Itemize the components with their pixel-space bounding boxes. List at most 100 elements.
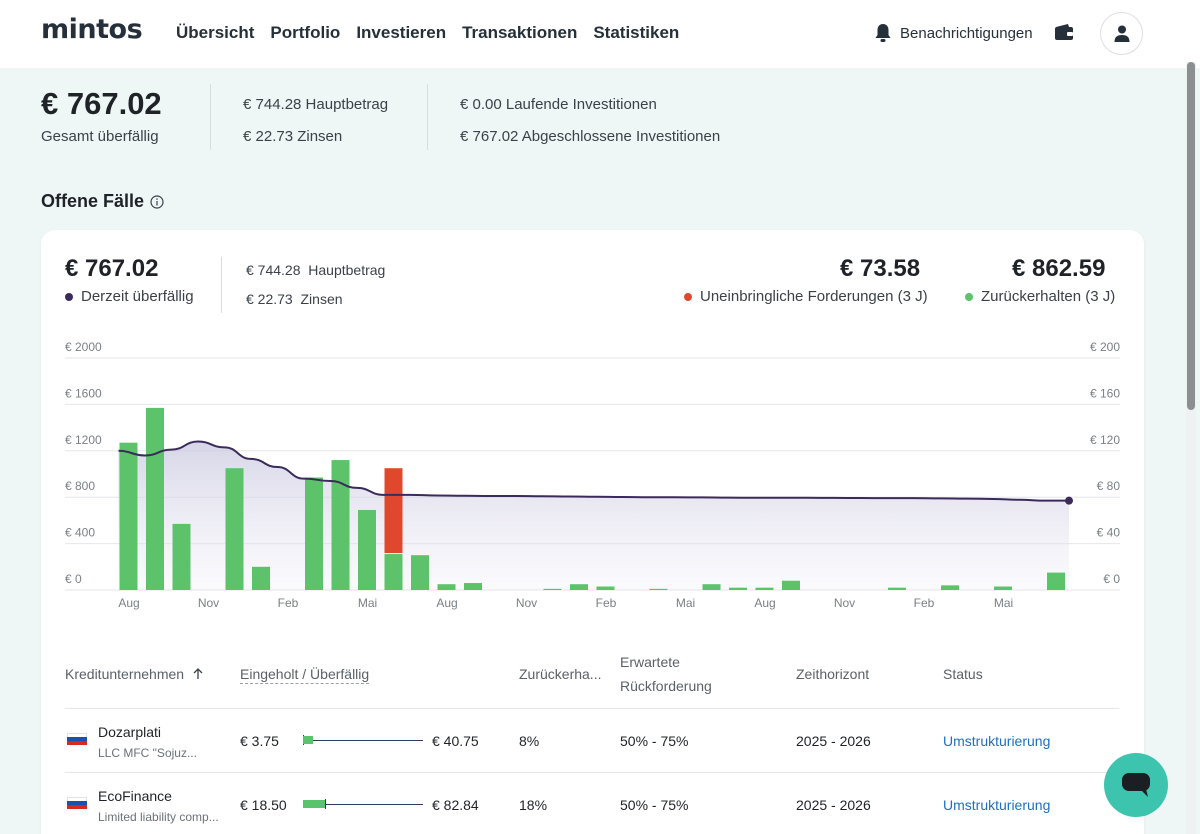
current-overdue-label: Derzeit überfällig — [81, 288, 194, 305]
expected-recovery: 50% - 75% — [620, 797, 689, 813]
status-link[interactable]: Umstrukturierung — [943, 733, 1051, 749]
right-axis-tick: € 120 — [1090, 433, 1120, 447]
time-horizon: 2025 - 2026 — [796, 797, 871, 813]
bad-debt-label: Uneinbringliche Forderungen (3 J) — [700, 288, 928, 305]
nav-overview[interactable]: Übersicht — [176, 23, 255, 42]
total-overdue-label: Gesamt überfällig — [41, 128, 159, 145]
x-axis-tick: Mai — [676, 596, 695, 610]
card-interest: € 22.73 Zinsen — [246, 291, 343, 307]
recovered-bar[interactable] — [225, 468, 244, 590]
x-axis-tick: Aug — [118, 596, 139, 610]
overdue-line — [118, 440, 1069, 502]
nav-portfolio[interactable]: Portfolio — [270, 23, 341, 42]
card-interest-label: Zinsen — [300, 291, 343, 307]
chat-button[interactable] — [1104, 753, 1168, 817]
nav-invest[interactable]: Investieren — [356, 23, 447, 42]
col-recovered-overdue[interactable]: Eingeholt / Überfällig — [240, 666, 370, 684]
x-axis-tick: Mai — [358, 596, 377, 610]
info-icon[interactable] — [150, 194, 164, 209]
wallet-button[interactable] — [1054, 23, 1074, 46]
progress-fill — [303, 800, 325, 808]
notifications-button[interactable]: Benachrichtigungen — [874, 23, 1033, 43]
col-lender[interactable]: Kreditunternehmen — [65, 666, 204, 682]
card-interest-amount: € 22.73 — [246, 291, 293, 307]
recovered-value: € 862.59 — [1012, 255, 1106, 282]
recovered-bar[interactable] — [384, 554, 403, 590]
x-axis-tick: Aug — [436, 596, 457, 610]
recovered-bar[interactable] — [331, 460, 350, 590]
left-axis-tick: € 800 — [65, 479, 95, 493]
recovered-bar[interactable] — [755, 587, 774, 590]
recovered-bar[interactable] — [1047, 572, 1065, 590]
bad-debt-dot — [684, 292, 692, 301]
total-overdue-value: € 767.02 — [41, 86, 162, 121]
lender-company: LLC MFC "Sojuz... — [98, 746, 197, 760]
progress-track — [303, 740, 423, 741]
scrollbar-thumb[interactable] — [1187, 62, 1195, 410]
section-title-text: Offene Fälle — [41, 191, 145, 211]
russia-flag-icon — [67, 733, 87, 745]
col-horizon[interactable]: Zeithorizont — [796, 666, 870, 682]
col-recovered[interactable]: Zurückerha... — [519, 666, 602, 682]
expected-recovery: 50% - 75% — [620, 733, 689, 749]
nav-transactions[interactable]: Transaktionen — [462, 23, 578, 42]
left-axis-tick: € 1200 — [65, 433, 102, 447]
card-principal-label: Hauptbetrag — [308, 262, 386, 278]
recovered-bar[interactable] — [305, 477, 323, 590]
recovered-percent: 18% — [519, 797, 548, 813]
recovered-bar[interactable] — [464, 583, 482, 590]
col-status[interactable]: Status — [943, 666, 983, 682]
left-axis-tick: € 0 — [65, 572, 82, 586]
open-cases-chart: € 0 € 0 € 400 € 40 € 800 € 80 € 1200 € 120 € 160… — [65, 340, 1121, 610]
page-scrollbar[interactable] — [1186, 62, 1196, 834]
status-link[interactable]: Umstrukturierung — [943, 797, 1051, 813]
x-axis-tick: Feb — [914, 596, 935, 610]
recovered-label: Zurückerhalten (3 J) — [981, 288, 1116, 305]
recovered-bar[interactable] — [782, 580, 800, 590]
row-divider — [65, 772, 1119, 773]
recovered-bar[interactable] — [543, 588, 562, 590]
wallet-icon — [1055, 24, 1073, 40]
recovered-bar[interactable] — [729, 587, 747, 590]
current-overdue-legend: Derzeit überfällig — [65, 288, 194, 305]
right-axis-tick: € 160 — [1090, 386, 1120, 400]
recovered-bar[interactable] — [649, 588, 668, 590]
recovered-bar[interactable] — [994, 586, 1012, 590]
recovered-bar[interactable] — [146, 407, 164, 590]
recovered-bar[interactable] — [702, 584, 721, 590]
recovered-bar[interactable] — [941, 585, 959, 590]
col-expected-line1[interactable]: Erwartete — [620, 654, 680, 670]
overdue-amount: € 82.84 — [432, 797, 479, 813]
top-header: mintos Übersicht Portfolio Investieren T… — [0, 0, 1200, 68]
x-axis-tick: Aug — [754, 596, 775, 610]
bad-debt-bar[interactable] — [384, 468, 403, 554]
x-axis-tick: Nov — [516, 596, 537, 610]
x-axis-tick: Nov — [198, 596, 219, 610]
recovered-bar[interactable] — [252, 566, 270, 590]
summary-closed: € 767.02 Abgeschlossene Investitionen — [460, 128, 721, 145]
card-principal-amount: € 744.28 — [246, 262, 301, 278]
recovered-bar[interactable] — [411, 555, 429, 590]
recovered-bar[interactable] — [119, 442, 138, 590]
bad-debt-value: € 73.58 — [840, 255, 921, 282]
user-avatar-button[interactable] — [1100, 12, 1143, 55]
summary-principal: € 744.28 Hauptbetrag — [243, 96, 389, 113]
overdue-line-endpoint[interactable] — [1065, 496, 1073, 505]
right-axis-tick: € 80 — [1097, 479, 1121, 493]
recovered-bar[interactable] — [358, 509, 376, 590]
recovered-bar[interactable] — [888, 587, 906, 590]
lender-name[interactable]: Dozarplati — [98, 724, 162, 740]
lender-name[interactable]: EcoFinance — [98, 788, 172, 804]
recovered-bar[interactable] — [437, 584, 456, 590]
recovered-bar[interactable] — [596, 586, 615, 590]
mintos-logo[interactable]: mintos — [41, 14, 143, 45]
recovered-dot — [965, 292, 973, 301]
recovered-bar[interactable] — [570, 584, 588, 590]
summary-divider — [427, 84, 428, 150]
recovered-bar[interactable] — [172, 523, 191, 590]
col-expected-line2[interactable]: Rückforderung — [620, 678, 712, 694]
nav-statistics[interactable]: Statistiken — [593, 23, 680, 42]
bad-debt-legend: Uneinbringliche Forderungen (3 J) — [684, 288, 928, 305]
row-divider — [65, 708, 1119, 709]
recovered-amount: € 18.50 — [240, 797, 287, 813]
